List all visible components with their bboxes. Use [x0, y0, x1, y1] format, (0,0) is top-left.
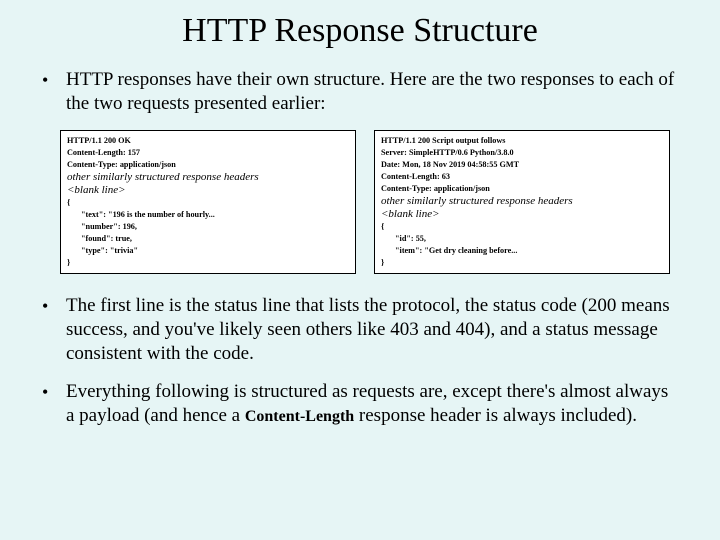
code-line: {	[381, 221, 663, 233]
code-line: "item": "Get dry cleaning before...	[381, 245, 663, 257]
code-line: }	[381, 257, 663, 269]
code-line: }	[67, 257, 349, 269]
code-boxes-row: HTTP/1.1 200 OK Content-Length: 157 Cont…	[0, 130, 720, 274]
code-line: "number": 196,	[67, 221, 349, 233]
code-line: {	[67, 197, 349, 209]
slide-title: HTTP Response Structure	[0, 12, 720, 50]
bullet-3: • Everything following is structured as …	[0, 380, 720, 429]
code-comment: other similarly structured response head…	[67, 171, 349, 184]
bullet-3-text: Everything following is structured as re…	[66, 380, 678, 429]
code-line: Content-Length: 157	[67, 147, 349, 159]
codebox-right: HTTP/1.1 200 Script output follows Serve…	[374, 130, 670, 274]
code-comment: <blank line>	[67, 184, 349, 197]
bullet-2-text: The first line is the status line that l…	[66, 294, 678, 366]
code-line: HTTP/1.1 200 Script output follows	[381, 135, 663, 147]
codebox-left: HTTP/1.1 200 OK Content-Length: 157 Cont…	[60, 130, 356, 274]
code-comment: <blank line>	[381, 208, 663, 221]
code-line: Date: Mon, 18 Nov 2019 04:58:55 GMT	[381, 159, 663, 171]
bullet-3b: response header is always included).	[354, 405, 637, 426]
code-line: "type": "trivia"	[67, 245, 349, 257]
code-comment: other similarly structured response head…	[381, 195, 663, 208]
code-line: Server: SimpleHTTP/0.6 Python/3.8.0	[381, 147, 663, 159]
code-line: "found": true,	[67, 233, 349, 245]
bullet-1-text: HTTP responses have their own structure.…	[66, 68, 678, 116]
bullet-dot: •	[42, 380, 66, 429]
code-line: Content-Length: 63	[381, 171, 663, 183]
bullet-dot: •	[42, 294, 66, 366]
bullet-dot: •	[42, 68, 66, 116]
code-line: HTTP/1.1 200 OK	[67, 135, 349, 147]
code-line: Content-Type: application/json	[67, 159, 349, 171]
code-line: "id": 55,	[381, 233, 663, 245]
code-line: Content-Type: application/json	[381, 183, 663, 195]
bullet-1: • HTTP responses have their own structur…	[0, 68, 720, 116]
bullet-2: • The first line is the status line that…	[0, 294, 720, 366]
inline-code: Content-Length	[245, 408, 354, 425]
code-line: "text": "196 is the number of hourly...	[67, 209, 349, 221]
